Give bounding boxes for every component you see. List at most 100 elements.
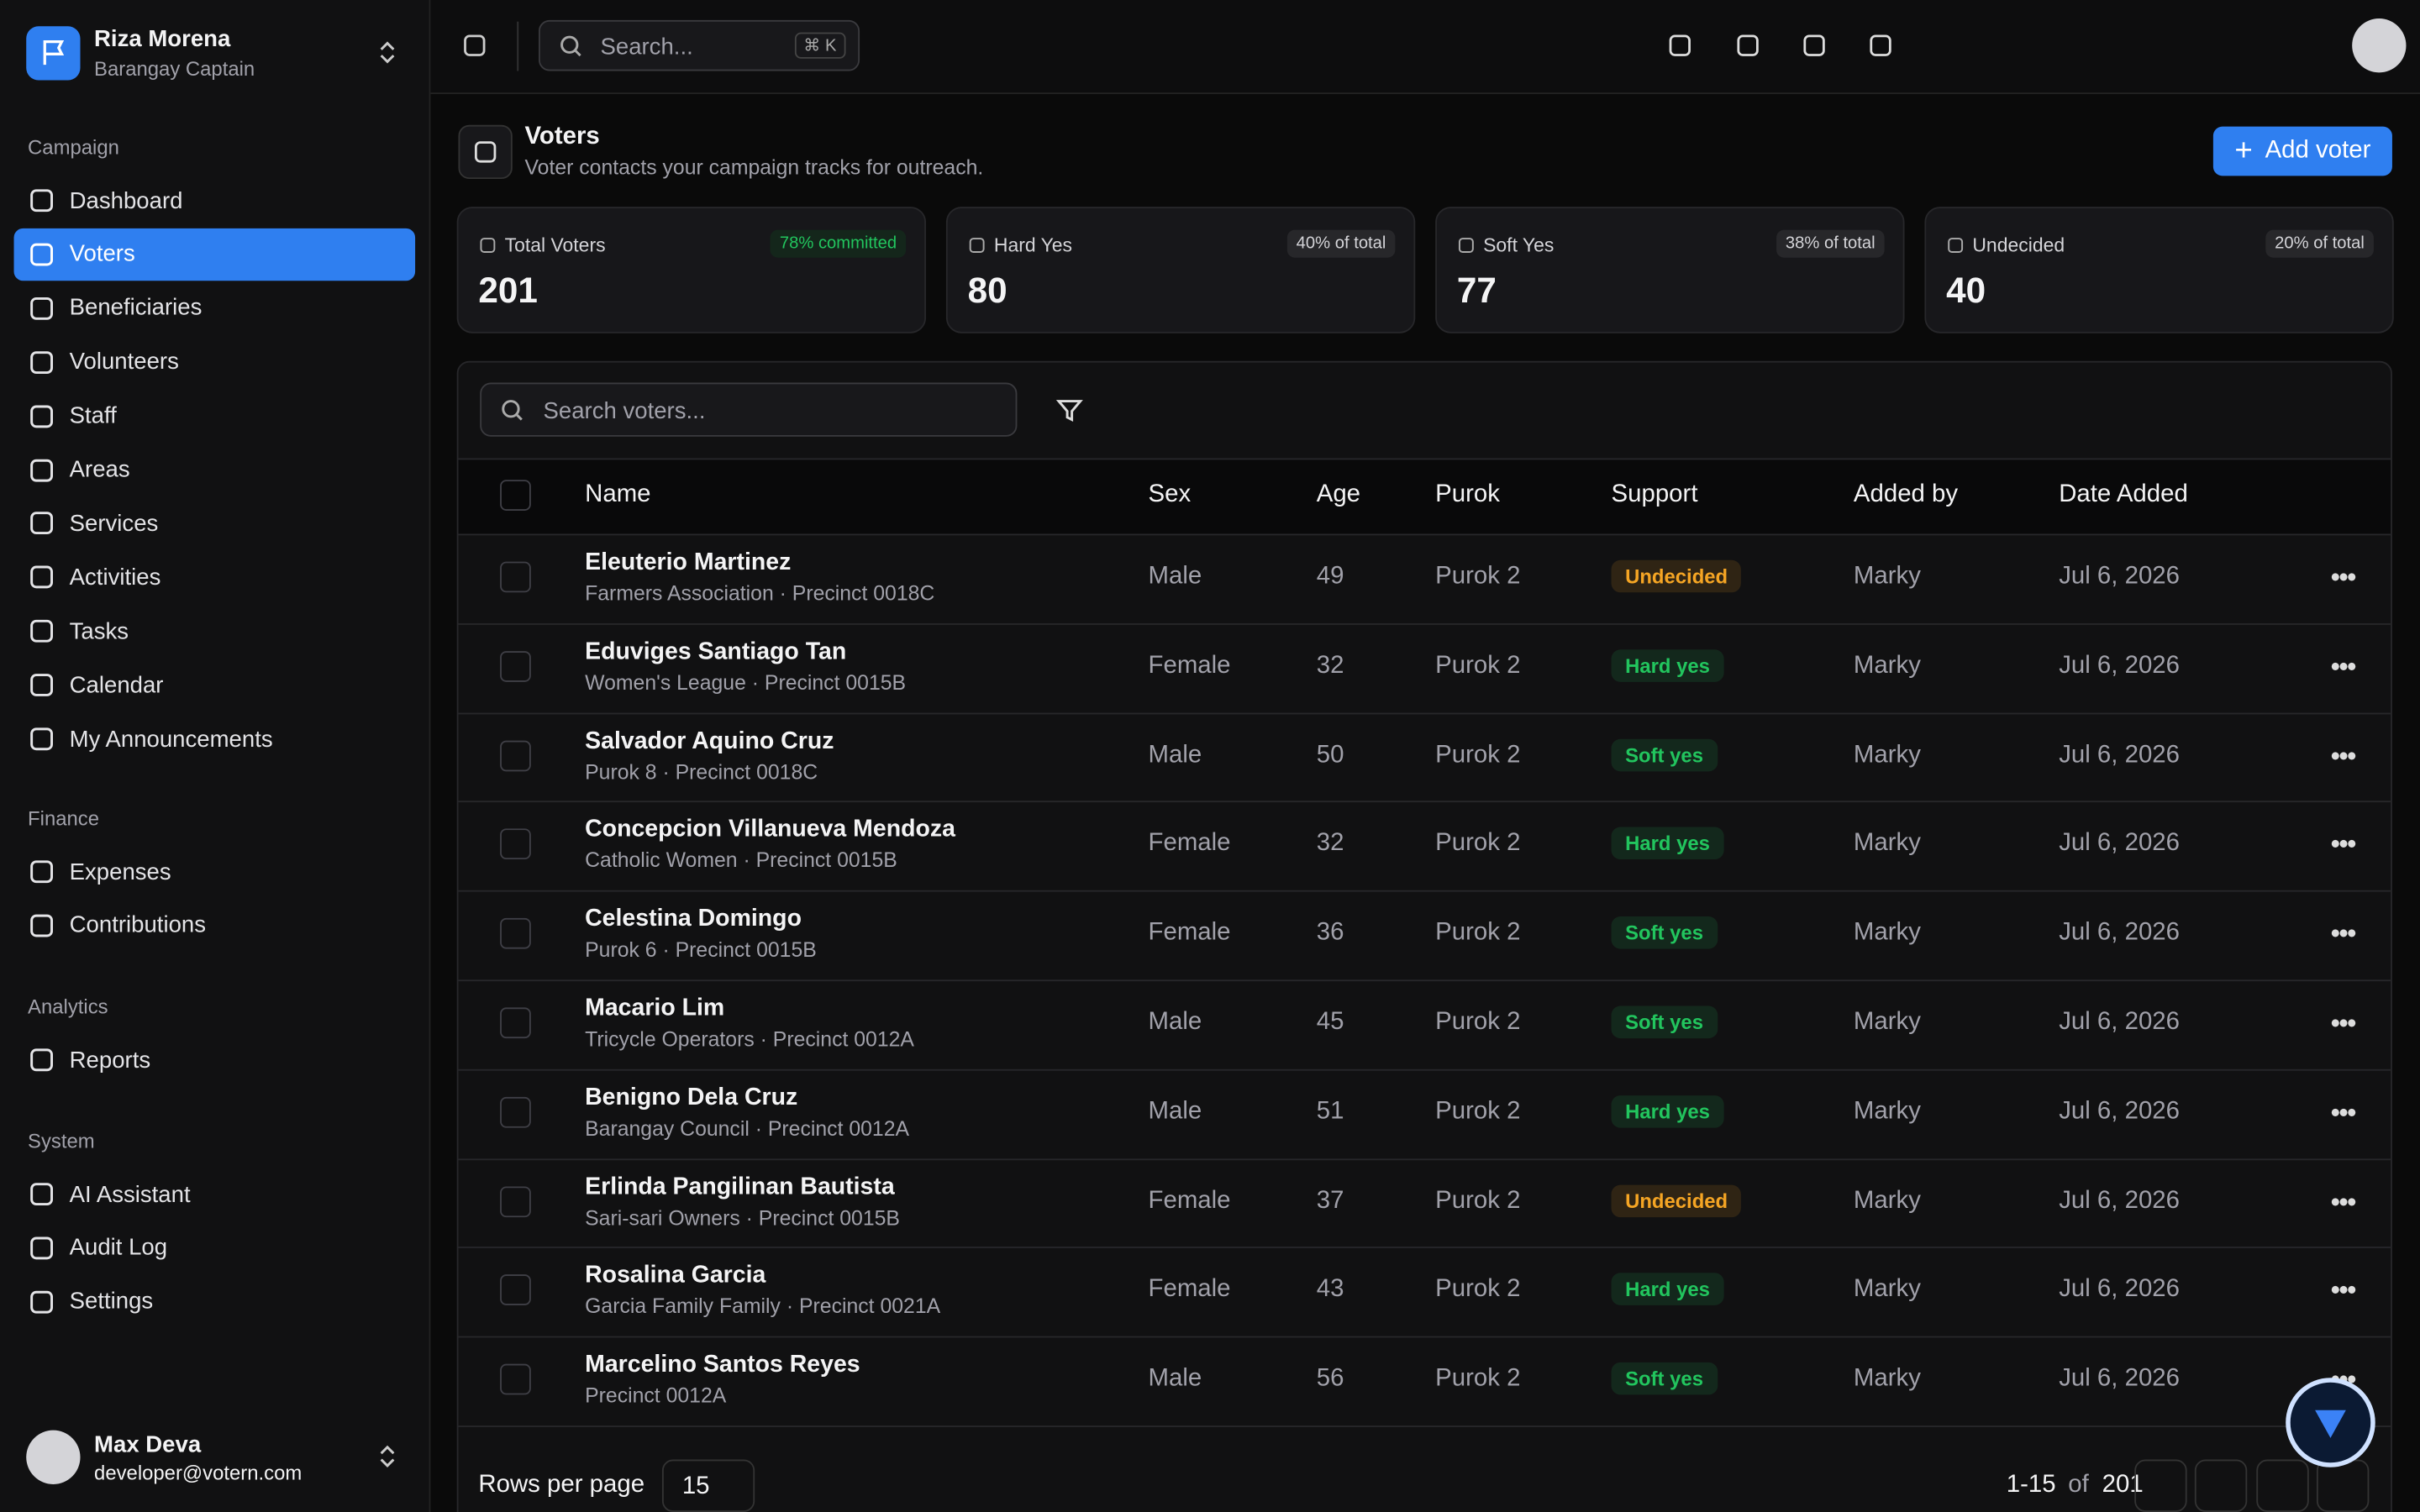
sidebar-toggle[interactable]	[461, 33, 487, 66]
support-badge: Hard yes	[1611, 1095, 1724, 1128]
table-row: Erlinda Pangilinan Bautista Sari-sari Own…	[458, 1158, 2391, 1249]
nav-item[interactable]: AI Assistant	[14, 1168, 416, 1220]
cell-age: 37	[1316, 1187, 1344, 1214]
voter-meta: Tricycle Operators · Precinct 0012A	[585, 1027, 914, 1051]
row-actions[interactable]: •••	[2330, 739, 2356, 771]
toolbar-button[interactable]	[1801, 33, 1827, 66]
table-row: Celestina Domingo Purok 6 · Precinct 0015…	[458, 890, 2391, 982]
nav-item[interactable]: Volunteers	[14, 336, 416, 388]
nav-item[interactable]: Audit Log	[14, 1221, 416, 1273]
rows-per-page-select[interactable]: 15	[661, 1459, 755, 1512]
support-badge: Hard yes	[1611, 1273, 1724, 1306]
voter-name: Eduviges Santiago Tan	[585, 638, 847, 665]
checkbox[interactable]	[500, 1096, 531, 1128]
global-search[interactable]: Search... ⌘ K	[539, 19, 860, 71]
cell-purok: Purok 2	[1435, 1098, 1521, 1125]
account-menu[interactable]	[376, 1444, 398, 1477]
cell-sex: Male	[1148, 741, 1202, 768]
nav-label: AI Assistant	[69, 1181, 191, 1208]
checkbox[interactable]	[500, 1364, 531, 1395]
voter-meta: Purok 6 · Precinct 0015B	[585, 938, 817, 962]
nav-item[interactable]: Areas	[14, 444, 416, 496]
filter-button[interactable]	[1055, 396, 1083, 432]
checkbox[interactable]	[500, 480, 531, 511]
nav-item[interactable]: Tasks	[14, 605, 416, 657]
checkbox[interactable]	[500, 1007, 531, 1039]
nav-group-label: System	[28, 1129, 95, 1153]
cell-sex: Female	[1148, 652, 1231, 679]
profile-avatar[interactable]	[2352, 18, 2407, 73]
checkbox[interactable]	[500, 918, 531, 949]
checkbox[interactable]	[500, 1185, 531, 1217]
cell-date: Jul 6, 2026	[2059, 1098, 2180, 1125]
cell-purok: Purok 2	[1435, 1009, 1521, 1036]
toolbar-button[interactable]	[1867, 33, 1893, 66]
row-actions[interactable]: •••	[2330, 1096, 2356, 1128]
table-search[interactable]: Search voters...	[480, 382, 1018, 437]
checkbox[interactable]	[500, 739, 531, 771]
row-actions[interactable]: •••	[2330, 1007, 2356, 1039]
voters-table: Search voters... Name Sex Age Purok Support Ad…	[456, 360, 2392, 1512]
nav-item[interactable]: Voters	[13, 228, 416, 281]
page-button[interactable]	[2194, 1459, 2248, 1512]
cell-added-by: Marky	[1853, 830, 1921, 858]
stat-card: Soft Yes 38% of total 77	[1435, 207, 1905, 333]
nav-label: My Announcements	[69, 726, 273, 753]
assistant-button[interactable]	[2286, 1378, 2375, 1467]
row-actions[interactable]: •••	[2330, 1185, 2356, 1217]
voter-meta: Women's League · Precinct 0015B	[585, 670, 907, 695]
nav-item[interactable]: Staff	[14, 390, 416, 442]
row-actions[interactable]: •••	[2330, 1274, 2356, 1306]
stat-card: Total Voters 78% committed 201	[456, 207, 927, 333]
checkbox[interactable]	[500, 1274, 531, 1306]
toolbar-button[interactable]	[1667, 33, 1693, 66]
sidebar: Riza Morena Barangay Captain Campaign Dashb…	[0, 0, 431, 1512]
cell-purok: Purok 2	[1435, 1276, 1521, 1303]
nav-label: Activities	[69, 564, 161, 591]
row-actions[interactable]: •••	[2330, 561, 2356, 593]
nav-label: Expenses	[69, 858, 171, 885]
support-badge: Undecided	[1611, 559, 1742, 593]
row-actions[interactable]: •••	[2330, 829, 2356, 860]
nav-item[interactable]: Services	[14, 497, 416, 549]
cell-added-by: Marky	[1853, 920, 1921, 947]
cell-purok: Purok 2	[1435, 830, 1521, 858]
shortcut: ⌘ K	[794, 32, 846, 59]
cell-added-by: Marky	[1853, 1187, 1921, 1214]
nav-item[interactable]: My Announcements	[14, 713, 416, 765]
page-button[interactable]	[2256, 1459, 2309, 1512]
nav-group-label: Analytics	[28, 995, 108, 1019]
column-header: Age	[1316, 481, 1361, 508]
row-actions[interactable]: •••	[2330, 918, 2356, 949]
row-actions[interactable]: •••	[2330, 650, 2356, 682]
page-button[interactable]	[2134, 1459, 2187, 1512]
cell-added-by: Marky	[1853, 1365, 1921, 1393]
search-placeholder: Search...	[600, 34, 693, 60]
cell-sex: Female	[1148, 1276, 1231, 1303]
checkbox[interactable]	[500, 561, 531, 593]
cell-added-by: Marky	[1853, 1098, 1921, 1125]
nav-item[interactable]: Reports	[14, 1034, 416, 1086]
checkbox[interactable]	[500, 650, 531, 682]
nav-item[interactable]: Expenses	[14, 846, 416, 898]
voter-name: Celestina Domingo	[585, 906, 802, 932]
column-header: Support	[1611, 481, 1698, 508]
nav-item[interactable]: Calendar	[14, 659, 416, 711]
nav-item[interactable]: Beneficiaries	[14, 282, 416, 334]
voter-name: Macario Lim	[585, 995, 725, 1021]
support-badge: Undecided	[1611, 1184, 1742, 1217]
nav-item[interactable]: Settings	[14, 1276, 416, 1328]
stat-icon	[478, 234, 497, 262]
nav-item[interactable]: Contributions	[14, 900, 416, 952]
toolbar-button[interactable]	[1734, 33, 1760, 66]
add-button[interactable]: + Add voter	[2212, 126, 2392, 176]
nav-item[interactable]: Activities	[14, 551, 416, 603]
support-badge: Hard yes	[1611, 648, 1724, 682]
nav-item[interactable]: Dashboard	[14, 175, 416, 227]
table-row: Macario Lim Tricycle Operators · Precinct…	[458, 979, 2391, 1071]
stat-badge: 78% committed	[770, 229, 907, 258]
account-email: developer@votern.com	[94, 1461, 302, 1484]
switcher[interactable]	[376, 40, 398, 73]
stat-icon	[968, 234, 986, 262]
checkbox[interactable]	[500, 829, 531, 860]
